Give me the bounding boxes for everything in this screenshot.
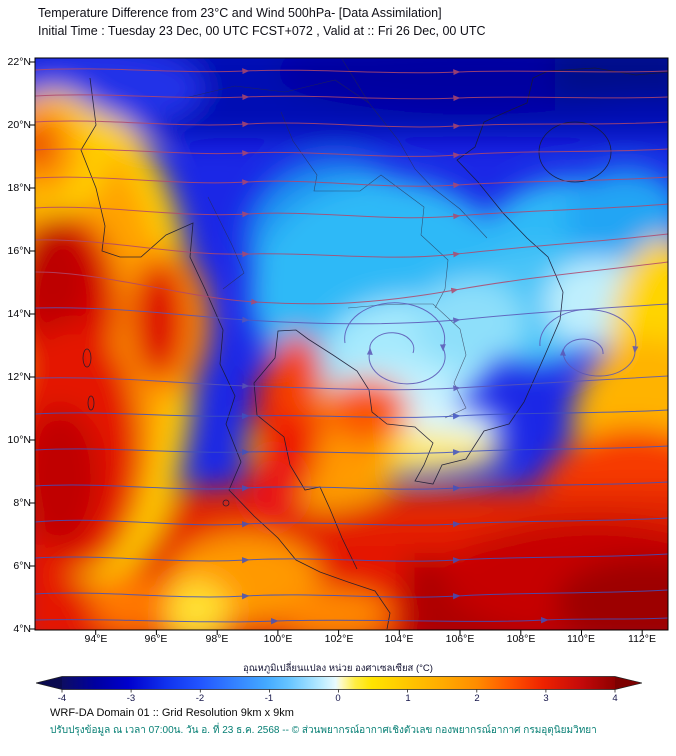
- chart-title: Temperature Difference from 23°C and Win…: [38, 6, 442, 20]
- colorbar-ticks: [61, 689, 616, 693]
- chart-subtitle: Initial Time : Tuesday 23 Dec, 00 UTC FC…: [38, 24, 486, 38]
- lat-tick-label: 22°N: [7, 56, 31, 68]
- colorbar-right-arrow: [615, 676, 642, 690]
- lon-tick-label: 98°E: [205, 633, 229, 645]
- temperature-field: [35, 58, 668, 630]
- colorbar-tick-label: 2: [474, 693, 480, 704]
- lat-tick-label: 8°N: [13, 497, 31, 509]
- axis-ticks: [30, 61, 643, 635]
- plot-frame: [34, 57, 669, 631]
- colorbar-tick-label: -4: [57, 693, 67, 704]
- lat-tick-label: 20°N: [7, 119, 31, 131]
- lon-tick-label: 106°E: [445, 633, 475, 645]
- colorbar-tick-label: -1: [264, 693, 274, 704]
- colorbar-tick-label: -2: [195, 693, 205, 704]
- lon-tick-label: 100°E: [263, 633, 293, 645]
- wind-streamlines: [35, 68, 668, 625]
- lon-tick-label: 108°E: [506, 633, 536, 645]
- colorbar-title: อุณหภูมิเปลี่ยนแปลง หน่วย องศาเซลเซียส (…: [243, 663, 433, 674]
- lon-tick-label: 96°E: [144, 633, 168, 645]
- lon-tick-label: 112°E: [628, 633, 656, 645]
- colorbar-tick-label: 0: [335, 693, 341, 704]
- colorbar-tick-label: 3: [543, 693, 549, 704]
- lat-tick-label: 10°N: [7, 434, 31, 446]
- colorbar-tick-label: -3: [126, 693, 136, 704]
- lon-tick-label: 110°E: [567, 633, 595, 645]
- lat-tick-label: 4°N: [13, 623, 31, 635]
- lon-tick-label: 102°E: [324, 633, 354, 645]
- lat-tick-label: 18°N: [7, 182, 31, 194]
- colorbar-tick-label: 1: [405, 693, 411, 704]
- lat-tick-label: 6°N: [13, 560, 31, 572]
- lat-tick-label: 12°N: [7, 371, 31, 383]
- coastlines: [80, 67, 668, 630]
- lat-tick-label: 14°N: [7, 308, 31, 320]
- map-canvas: [30, 57, 669, 635]
- lat-tick-label: 16°N: [7, 245, 31, 257]
- lon-tick-label: 104°E: [384, 633, 414, 645]
- model-domain-info: WRF-DA Domain 01 :: Grid Resolution 9km …: [50, 707, 294, 719]
- lon-tick-label: 94°E: [84, 633, 108, 645]
- update-credit-info: ปรับปรุงข้อมูล ณ เวลา 07:00น. วัน อ. ที่…: [50, 725, 597, 736]
- colorbar-tick-label: 4: [612, 693, 618, 704]
- colorbar-left-arrow: [36, 676, 62, 690]
- colorbar: [36, 676, 642, 693]
